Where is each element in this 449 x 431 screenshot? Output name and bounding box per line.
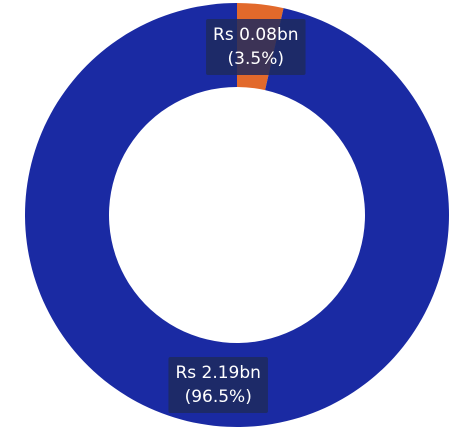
slice <box>24 3 449 428</box>
data-label: Rs 0.08bn (3.5%) <box>206 19 306 76</box>
value-label: Rs 2.19bn <box>175 363 261 383</box>
label-box <box>206 19 306 76</box>
label-box <box>168 356 268 413</box>
data-label: Rs 2.19bn (96.5%) <box>168 356 268 413</box>
value-label: Rs 0.08bn <box>213 25 299 45</box>
percent-label: (96.5%) <box>185 387 252 407</box>
percent-label: (3.5%) <box>228 49 284 69</box>
